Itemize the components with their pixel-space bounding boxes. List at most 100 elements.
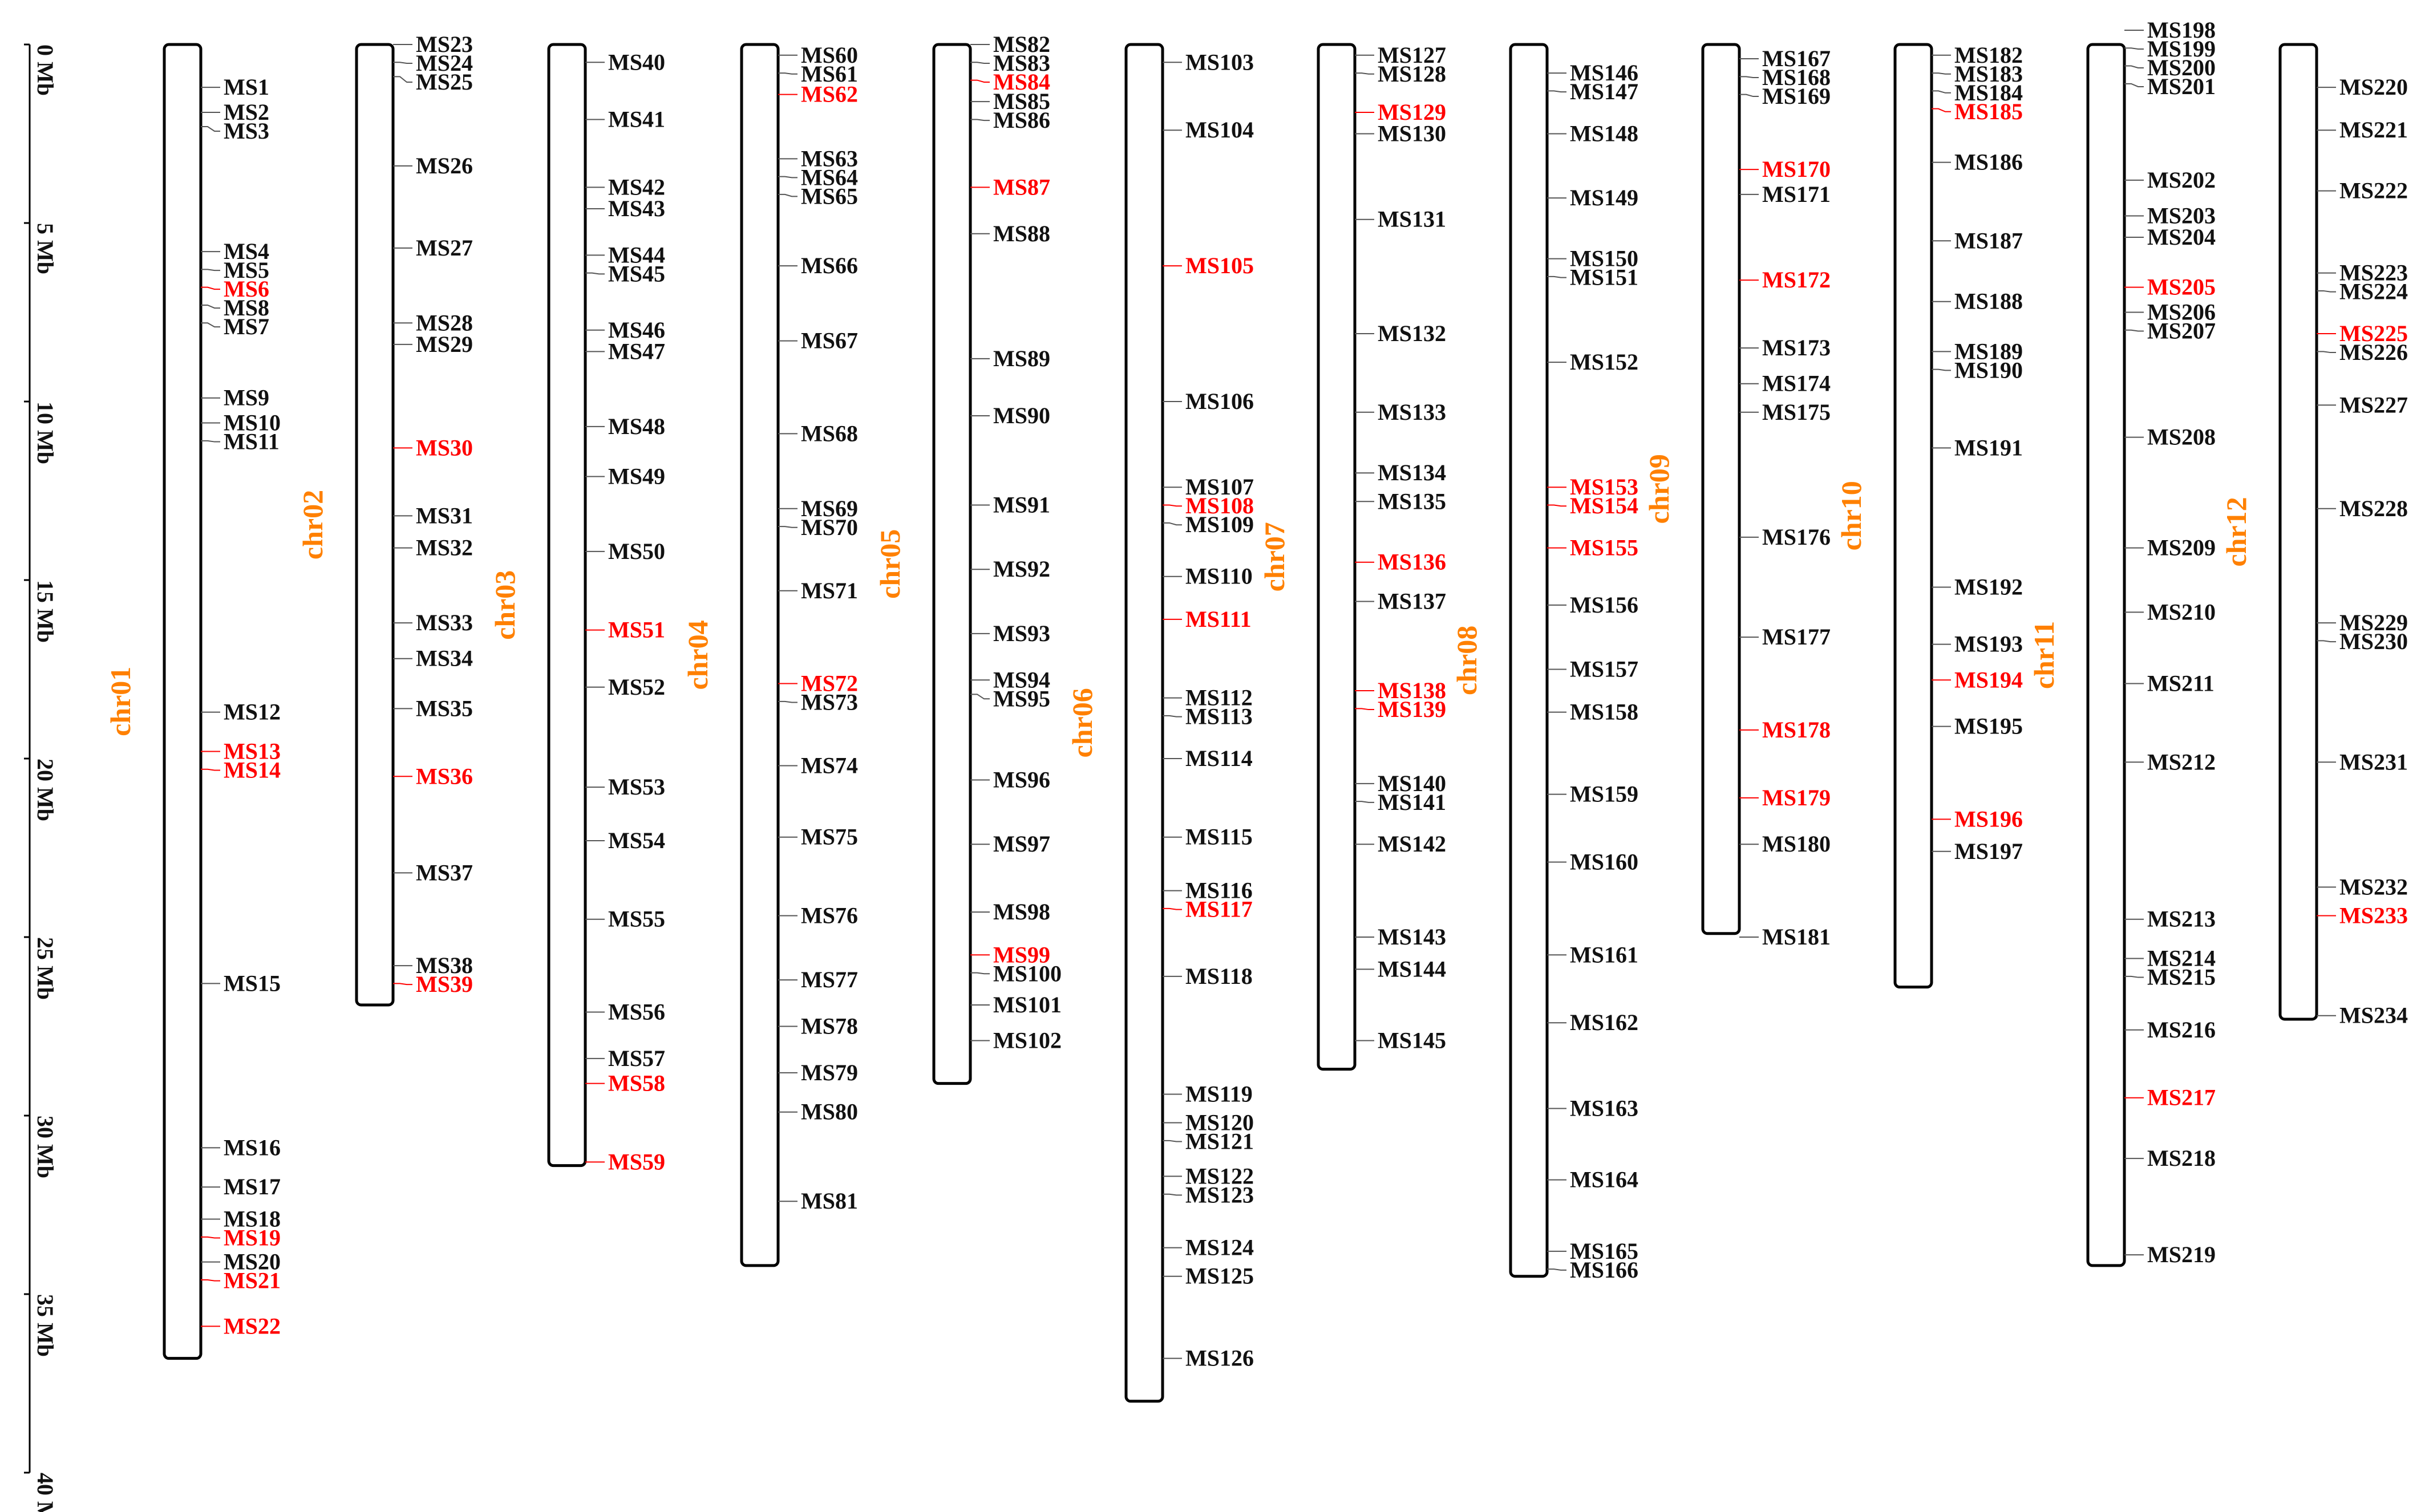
marker-label: MS199 [2147, 36, 2216, 62]
marker-label: MS159 [1570, 781, 1638, 807]
marker-label: MS230 [2339, 629, 2408, 654]
marker-label: MS190 [1954, 357, 2023, 383]
marker-label: MS24 [416, 50, 473, 76]
marker-leader-line [2317, 351, 2336, 354]
marker-label: MS109 [1185, 512, 1254, 537]
marker-label: MS62 [801, 82, 858, 107]
marker-label: MS148 [1570, 121, 1638, 147]
marker-label: MS99 [993, 942, 1050, 967]
chromosome-bar [1124, 43, 1164, 1403]
marker-label: MS60 [801, 42, 858, 68]
marker-label: MS92 [993, 556, 1050, 582]
marker-label: MS73 [801, 690, 858, 715]
marker-label: MS79 [801, 1060, 858, 1085]
marker-label: MS18 [224, 1206, 281, 1232]
marker-leader-line [2124, 83, 2144, 87]
marker-label: MS54 [608, 828, 665, 853]
marker-leader-line [201, 269, 220, 271]
marker-leader-line [970, 62, 990, 64]
marker-leader-line [1163, 504, 1182, 507]
marker-label: MS76 [801, 902, 858, 928]
marker-label: MS11 [224, 429, 280, 455]
marker-label: MS171 [1762, 181, 1831, 207]
marker-label: MS232 [2339, 874, 2408, 899]
marker-leader-line [201, 286, 220, 290]
marker-label: MS217 [2147, 1085, 2216, 1110]
marker-label: MS172 [1762, 267, 1831, 293]
marker-label: MS220 [2339, 74, 2408, 100]
marker-label: MS66 [801, 253, 858, 278]
marker-label: MS98 [993, 899, 1050, 925]
marker-label: MS123 [1185, 1182, 1254, 1207]
marker-label: MS212 [2147, 749, 2216, 775]
marker-leader-line [1547, 275, 1566, 278]
marker-label: MS15 [224, 970, 281, 996]
marker-label: MS87 [993, 174, 1050, 200]
marker-label: MS95 [993, 686, 1050, 711]
marker-label: MS223 [2339, 260, 2408, 286]
marker-leader-line [1932, 108, 1951, 112]
marker-label: MS16 [224, 1134, 281, 1160]
marker-leader-line [778, 700, 797, 703]
marker-label: MS96 [993, 767, 1050, 793]
marker-label: MS112 [1185, 685, 1253, 711]
marker-leader-line [1932, 368, 1951, 371]
marker-label: MS30 [416, 435, 473, 460]
marker-label: MS222 [2339, 178, 2408, 204]
marker-label: MS84 [993, 69, 1050, 95]
chromosome-label: chr07 [1258, 522, 1290, 591]
marker-label: MS97 [993, 831, 1050, 857]
marker-leader-line [201, 1236, 220, 1239]
marker-label: MS218 [2147, 1145, 2216, 1171]
marker-label: MS141 [1378, 789, 1446, 815]
marker-label: MS36 [416, 763, 473, 789]
marker-label: MS108 [1185, 493, 1254, 518]
marker-label: MS160 [1570, 849, 1638, 875]
scale-tick-label: 35 Mb [33, 1294, 58, 1357]
marker-label: MS34 [416, 646, 473, 671]
marker-label: MS32 [416, 535, 473, 561]
marker-label: MS49 [608, 463, 665, 489]
marker-label: MS13 [224, 738, 281, 764]
marker-label: MS132 [1378, 321, 1446, 346]
marker-label: MS58 [608, 1071, 665, 1096]
marker-label: MS64 [801, 164, 858, 190]
marker-label: MS146 [1570, 60, 1638, 86]
marker-leader-line [1547, 504, 1566, 507]
marker-label: MS72 [801, 671, 858, 696]
marker-leader-line [778, 193, 797, 197]
marker-label: MS155 [1570, 535, 1638, 561]
marker-label: MS80 [801, 1099, 858, 1125]
marker-label: MS78 [801, 1014, 858, 1039]
marker-label: MS48 [608, 414, 665, 439]
marker-label: MS169 [1762, 83, 1831, 109]
marker-label: MS117 [1185, 897, 1253, 922]
marker-leader-line [1547, 1268, 1566, 1271]
marker-label: MS128 [1378, 61, 1446, 87]
marker-label: MS71 [801, 578, 858, 603]
marker-label: MS37 [416, 860, 473, 885]
marker-label: MS211 [2147, 671, 2215, 696]
marker-leader-line [201, 768, 220, 771]
marker-leader-line [1932, 90, 1951, 94]
marker-label: MS157 [1570, 656, 1638, 682]
chromosome-bar [163, 43, 203, 1360]
chromosome-chr06: chr06 MS103 MS104 MS105 MS106 MS107MS108MS109… [1066, 43, 1254, 1403]
marker-label: MS91 [993, 492, 1050, 518]
marker-label: MS208 [2147, 424, 2216, 450]
marker-label: MS22 [224, 1313, 281, 1339]
marker-label: MS201 [2147, 74, 2216, 99]
marker-label: MS216 [2147, 1017, 2216, 1043]
marker-label: MS40 [608, 49, 665, 75]
chromosome-label: chr02 [297, 490, 329, 560]
marker-label: MS191 [1954, 435, 2023, 460]
marker-label: MS181 [1762, 924, 1831, 950]
marker-label: MS131 [1378, 206, 1446, 232]
marker-label: MS213 [2147, 906, 2216, 932]
marker-label: MS113 [1185, 704, 1253, 729]
